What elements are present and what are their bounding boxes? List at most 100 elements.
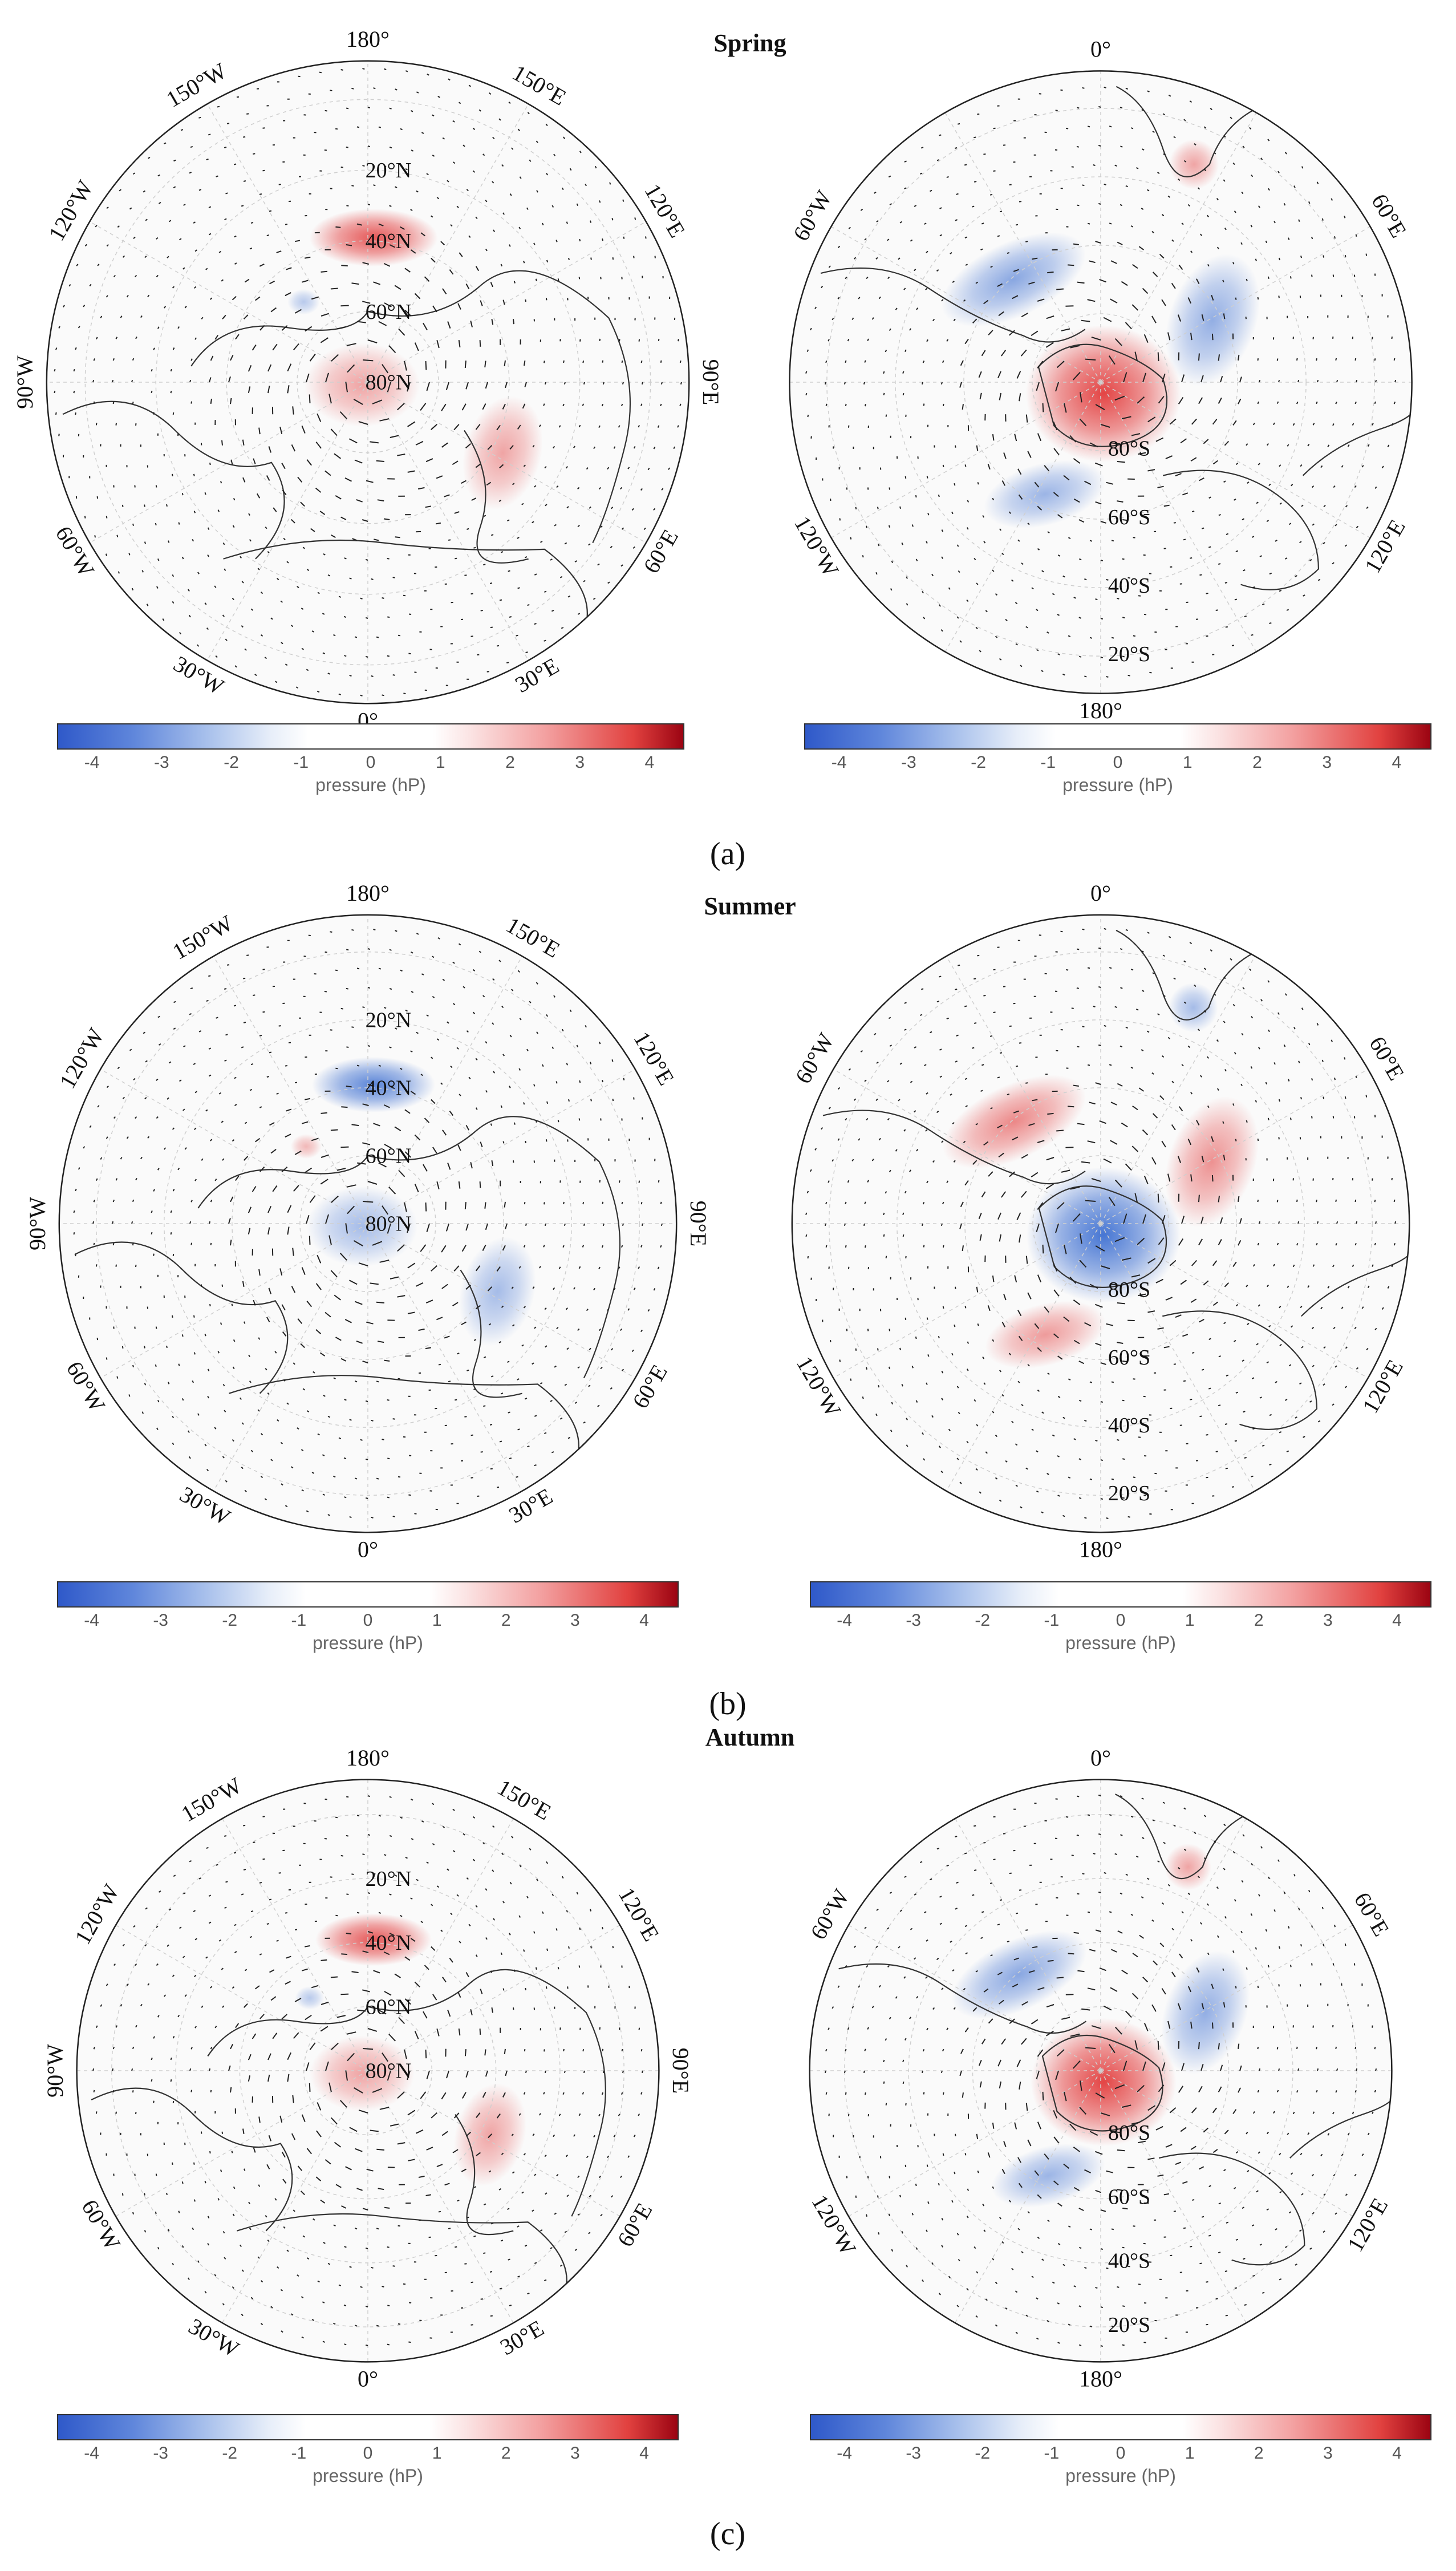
wind-arrow [504,360,506,367]
wind-arrow [981,350,986,357]
wind-arrow [367,2028,378,2032]
wind-arrow [410,249,416,254]
wind-arrow [1094,2151,1103,2155]
wind-arrow [485,382,488,389]
wind-arrow [379,1260,390,1263]
wind-arrow [1218,513,1221,516]
wind-arrow [480,300,483,306]
wind-arrow [1131,433,1141,436]
wind-arrow [1114,2084,1125,2090]
wind-arrow [601,1245,604,1248]
wind-arrow [544,2070,546,2074]
wind-arrow [285,663,288,666]
wind-arrow [340,1146,349,1148]
wind-arrow [347,1205,355,1214]
wind-arrow [436,197,440,200]
wind-arrow [558,2114,561,2116]
wind-arrow [551,1451,554,1453]
wind-arrow [416,1878,419,1881]
wind-arrow [1095,2286,1098,2289]
wind-arrow [915,2247,918,2250]
wind-arrow [1125,1026,1128,1029]
wind-arrow [979,650,982,653]
wind-arrow [1320,2153,1323,2157]
wind-arrow [183,204,186,206]
wind-arrow [235,334,240,340]
wind-arrow [1288,1926,1290,1929]
wind-arrow [158,1890,161,1893]
wind-arrow [338,2284,342,2287]
wind-arrow [373,1970,380,1974]
wind-arrow [901,542,903,545]
wind-arrow [132,172,136,175]
wind-arrow [1001,2241,1004,2244]
wind-arrow [208,975,211,977]
wind-arrow [311,1985,319,1989]
wind-arrow [997,1924,1000,1926]
map-label: 0° [358,1536,378,1562]
wind-arrow [362,262,370,265]
wind-arrow [411,1838,414,1840]
wind-arrow [1243,2258,1246,2260]
wind-arrow [257,1409,260,1412]
wind-arrow [1162,113,1166,116]
wind-arrow [490,1970,493,1973]
wind-arrow [1063,475,1070,481]
wind-arrow [482,1245,486,1251]
wind-arrow [157,558,160,561]
wind-arrow [518,1915,521,1918]
wind-arrow [1108,1197,1116,1206]
wind-arrow [1142,2061,1146,2071]
wind-arrow [848,1068,851,1071]
wind-arrow [363,2048,374,2050]
wind-arrow [472,127,476,130]
wind-arrow [1061,328,1070,331]
wind-arrow [197,2260,200,2263]
pressure-anomaly [453,2083,527,2187]
wind-arrow [489,582,493,584]
wind-arrow [249,247,253,250]
wind-arrow [89,1125,92,1128]
wind-arrow [1279,2278,1282,2281]
wind-arrow [1266,2131,1269,2135]
wind-arrow [447,1868,449,1871]
map-label: 180° [346,880,390,906]
wind-arrow [1037,1987,1045,1990]
wind-arrow [1258,463,1260,465]
wind-arrow [583,1421,586,1424]
wind-arrow [461,1245,467,1252]
wind-arrow [112,1199,115,1203]
wind-arrow [1095,598,1098,601]
wind-arrow [1122,1497,1125,1499]
wind-arrow [1226,533,1229,536]
pressure-anomaly [304,343,420,427]
wind-arrow [156,1925,159,1928]
wind-arrow [1056,1202,1065,1210]
wind-arrow [420,1244,427,1252]
wind-arrow [1165,1297,1173,1301]
wind-arrow [269,1969,275,1973]
wind-arrow [997,2059,1001,2067]
wind-arrow [1242,1834,1245,1837]
wind-arrow [1159,253,1165,259]
wind-arrow [995,593,998,596]
wind-arrow [274,1351,277,1354]
wind-arrow [367,339,378,343]
wind-arrow [1071,1007,1074,1009]
wind-arrow [569,168,572,171]
wind-arrow [942,2153,944,2156]
wind-arrow [311,296,319,300]
wind-arrow [1147,2157,1155,2160]
wind-arrow [1247,1323,1250,1325]
wind-arrow [145,218,148,221]
map-label: 20°S [1108,642,1150,666]
wind-arrow [1182,2181,1188,2184]
wind-arrow [1393,1199,1396,1203]
wind-arrow [1268,1876,1270,1880]
wind-arrow [272,343,278,351]
wind-arrow [234,1924,237,1926]
wind-arrow [84,516,86,519]
wind-arrow [1286,609,1289,611]
wind-arrow [488,2170,492,2173]
wind-arrow [992,569,995,572]
